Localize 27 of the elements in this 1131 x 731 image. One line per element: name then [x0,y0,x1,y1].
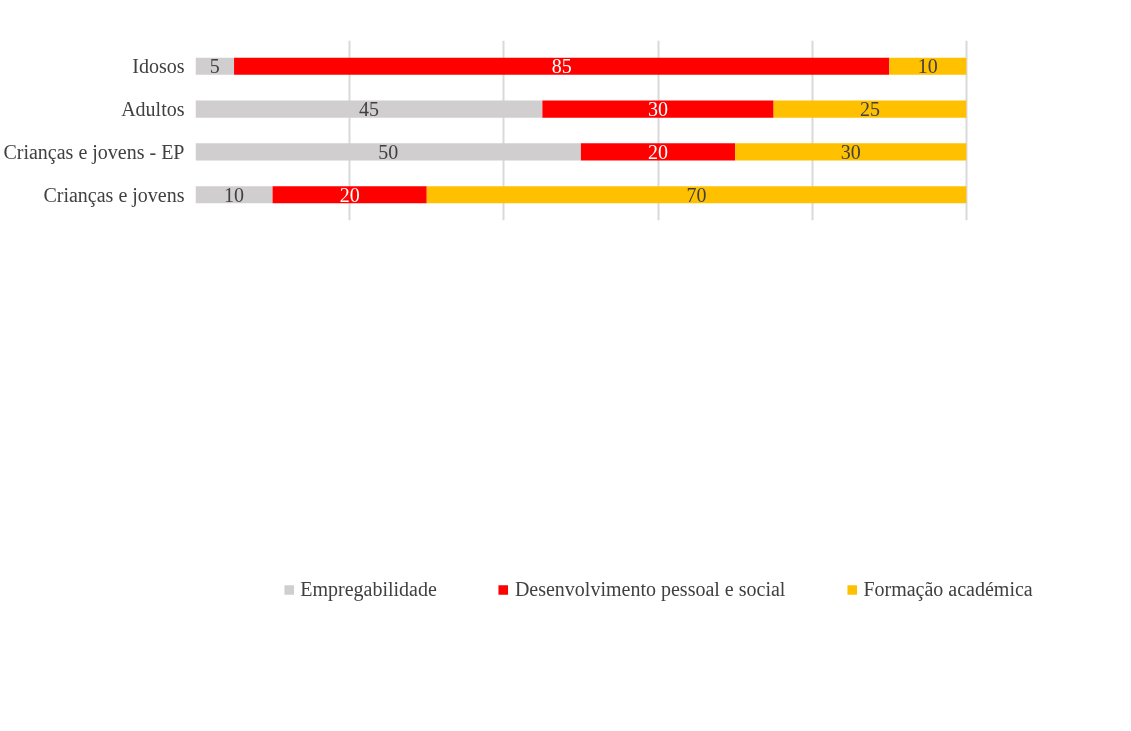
bar [272,186,427,204]
bar [234,57,890,75]
data-label: 30 [840,140,861,163]
bar [773,100,967,118]
data-label: 70 [686,183,707,206]
data-label: 10 [917,55,938,78]
bar [889,57,967,75]
data-label: 20 [648,140,668,163]
y-tick-label: Crianças e jovens - EP [3,140,185,164]
bar [542,100,774,118]
data-label: 50 [378,140,399,163]
data-label: 5 [209,55,220,78]
y-tick-label: Adultos [121,98,185,121]
data-label: 45 [358,98,379,121]
legend-label: Empregabilidade [300,577,437,601]
bar [580,143,736,161]
data-label: 25 [859,98,880,121]
bar [735,143,967,161]
bar [426,186,967,204]
y-tick-label: Crianças e jovens [43,183,185,207]
data-label: 10 [224,183,245,206]
y-tick-label: Idosos [132,55,185,78]
data-label: 30 [648,98,668,121]
data-label: 20 [339,183,360,206]
legend-label: Formação académica [863,577,1033,601]
legend-label: Desenvolvimento pessoal e social [514,577,786,601]
data-label: 85 [551,55,572,78]
